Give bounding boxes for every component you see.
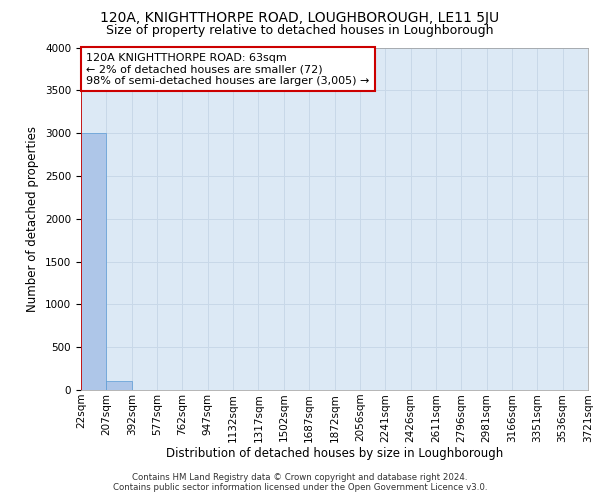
Text: Contains HM Land Registry data © Crown copyright and database right 2024.
Contai: Contains HM Land Registry data © Crown c… — [113, 473, 487, 492]
Bar — [81, 133, 106, 390]
X-axis label: Distribution of detached houses by size in Loughborough: Distribution of detached houses by size … — [166, 447, 503, 460]
Text: 120A KNIGHTTHORPE ROAD: 63sqm
← 2% of detached houses are smaller (72)
98% of se: 120A KNIGHTTHORPE ROAD: 63sqm ← 2% of de… — [86, 52, 370, 86]
Text: 120A, KNIGHTTHORPE ROAD, LOUGHBOROUGH, LE11 5JU: 120A, KNIGHTTHORPE ROAD, LOUGHBOROUGH, L… — [100, 11, 500, 25]
Text: Size of property relative to detached houses in Loughborough: Size of property relative to detached ho… — [106, 24, 494, 37]
Y-axis label: Number of detached properties: Number of detached properties — [26, 126, 40, 312]
Bar — [106, 382, 132, 390]
